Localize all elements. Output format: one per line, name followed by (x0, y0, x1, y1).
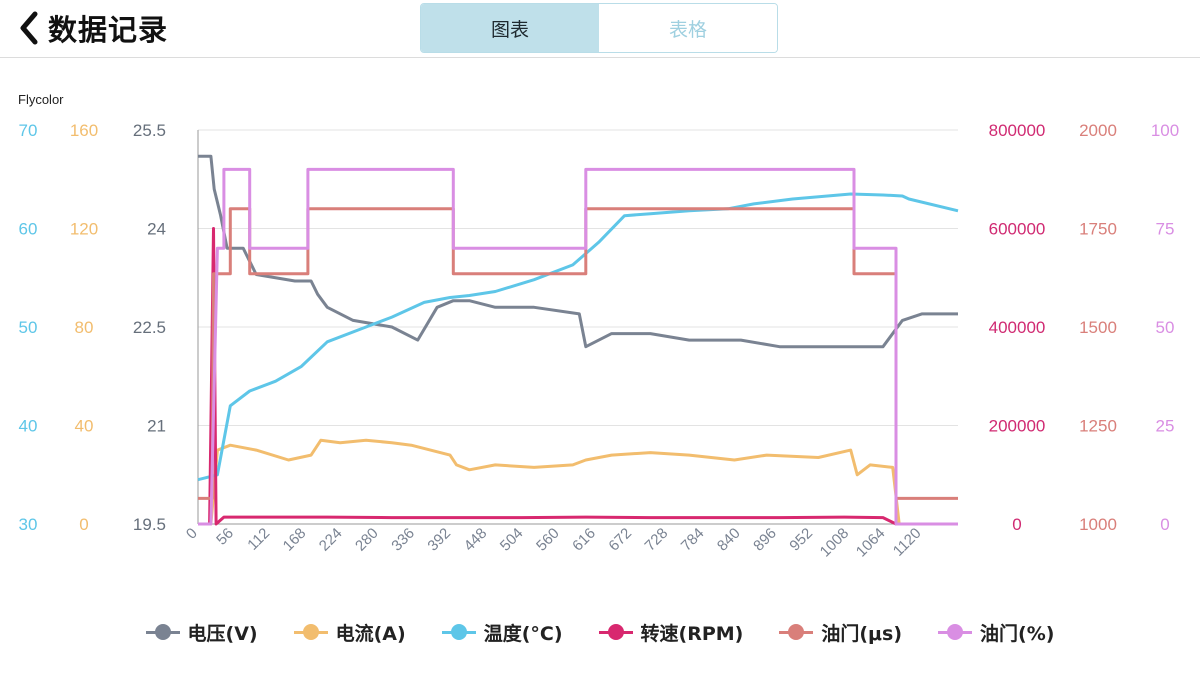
legend-marker-icon (779, 624, 814, 640)
tab-table[interactable]: 表格 (599, 4, 777, 52)
y-tick-label-volt: 21 (147, 417, 166, 436)
x-tick-label: 952 (786, 525, 816, 555)
x-tick-label: 280 (352, 525, 382, 555)
x-tick-label: 1008 (817, 525, 853, 561)
x-tick-label: 392 (424, 525, 454, 555)
y-tick-label-thr_pct: 50 (1156, 318, 1175, 337)
chart-legend: 电压(V) 电流(A) 温度(°C) 转速(RPM) 油门(μs) 油门(%) (0, 612, 1200, 652)
y-tick-label-rpm: 400000 (989, 318, 1046, 337)
y-tick-label-thr_us: 1500 (1079, 318, 1117, 337)
y-tick-label-volt: 24 (147, 220, 166, 239)
y-tick-label-rpm: 800000 (989, 121, 1046, 140)
legend-label: 转速(RPM) (640, 622, 744, 645)
y-tick-label-curr: 80 (75, 318, 94, 337)
legend-item[interactable]: 油门(%) (938, 619, 1054, 646)
x-tick-label: 840 (714, 525, 744, 555)
y-tick-label-volt: 22.5 (133, 318, 166, 337)
series-line-1 (198, 438, 958, 526)
legend-item[interactable]: 电压(V) (145, 619, 258, 646)
x-tick-label: 168 (280, 525, 310, 555)
legend-label: 温度(°C) (483, 622, 563, 645)
legend-label: 油门(%) (980, 622, 1055, 645)
y-tick-label-thr_pct: 75 (1156, 220, 1175, 239)
legend-item[interactable]: 电流(A) (293, 619, 406, 646)
x-tick-label: 0 (183, 525, 201, 543)
legend-marker-icon (938, 624, 973, 640)
legend-item[interactable]: 油门(μs) (779, 619, 902, 646)
y-tick-label-thr_pct: 25 (1156, 417, 1175, 436)
page-title: 数据记录 (48, 13, 169, 47)
y-tick-label-temp: 70 (19, 121, 38, 140)
y-tick-label-curr: 40 (75, 417, 94, 436)
back-button[interactable]: 数据记录 (18, 6, 168, 50)
y-tick-label-rpm: 0 (1012, 515, 1021, 534)
y-tick-label-thr_us: 1000 (1079, 515, 1117, 534)
x-tick-label: 784 (678, 525, 708, 555)
x-tick-label: 112 (244, 525, 273, 554)
legend-marker-icon (293, 624, 328, 640)
top-bar: 数据记录 图表 表格 (0, 0, 1200, 58)
y-tick-label-volt: 25.5 (133, 121, 166, 140)
x-tick-label: 1064 (853, 525, 889, 561)
legend-label: 电压(V) (187, 622, 258, 645)
legend-item[interactable]: 温度(°C) (441, 619, 563, 646)
y-tick-label-thr_us: 2000 (1079, 121, 1117, 140)
line-chart[interactable]: Flycolor70605040301601208040025.52422.52… (0, 58, 1200, 610)
y-tick-label-temp: 50 (19, 318, 38, 337)
y-tick-label-thr_us: 1750 (1079, 220, 1117, 239)
y-tick-label-thr_pct: 0 (1160, 515, 1169, 534)
brand-label: Flycolor (18, 92, 64, 107)
view-segmented-control: 图表 表格 (420, 3, 778, 53)
y-tick-label-volt: 19.5 (133, 515, 166, 534)
x-tick-label: 728 (642, 525, 672, 555)
x-tick-label: 56 (213, 525, 237, 549)
y-tick-label-rpm: 600000 (989, 220, 1046, 239)
series-line-2 (197, 192, 959, 482)
chevron-left-icon (20, 11, 38, 45)
series-line-4 (198, 207, 958, 500)
y-tick-label-curr: 0 (79, 515, 88, 534)
y-tick-label-thr_us: 1250 (1079, 417, 1117, 436)
x-tick-label: 672 (605, 525, 635, 555)
legend-item[interactable]: 转速(RPM) (598, 619, 744, 646)
legend-marker-icon (598, 624, 633, 640)
legend-marker-icon (441, 624, 476, 640)
series-line-5 (198, 167, 958, 526)
y-tick-label-rpm: 200000 (989, 417, 1046, 436)
x-tick-label: 896 (750, 525, 780, 555)
y-tick-label-temp: 60 (19, 220, 38, 239)
x-tick-label: 504 (497, 525, 527, 555)
x-tick-label: 448 (461, 525, 491, 555)
x-tick-label: 1120 (890, 525, 925, 560)
series-line-3 (198, 227, 958, 526)
series-line-0 (198, 154, 958, 349)
y-tick-label-curr: 120 (70, 220, 98, 239)
legend-label: 电流(A) (335, 622, 406, 645)
y-tick-label-temp: 40 (19, 417, 38, 436)
y-tick-label-temp: 30 (19, 515, 38, 534)
legend-marker-icon (145, 624, 180, 640)
x-tick-label: 224 (316, 525, 346, 555)
x-tick-label: 616 (569, 525, 599, 555)
legend-label: 油门(μs) (821, 622, 903, 645)
y-tick-label-curr: 160 (70, 121, 98, 140)
x-tick-label: 336 (388, 525, 418, 555)
y-tick-label-thr_pct: 100 (1151, 121, 1179, 140)
x-tick-label: 560 (533, 525, 563, 555)
tab-chart[interactable]: 图表 (421, 4, 599, 52)
